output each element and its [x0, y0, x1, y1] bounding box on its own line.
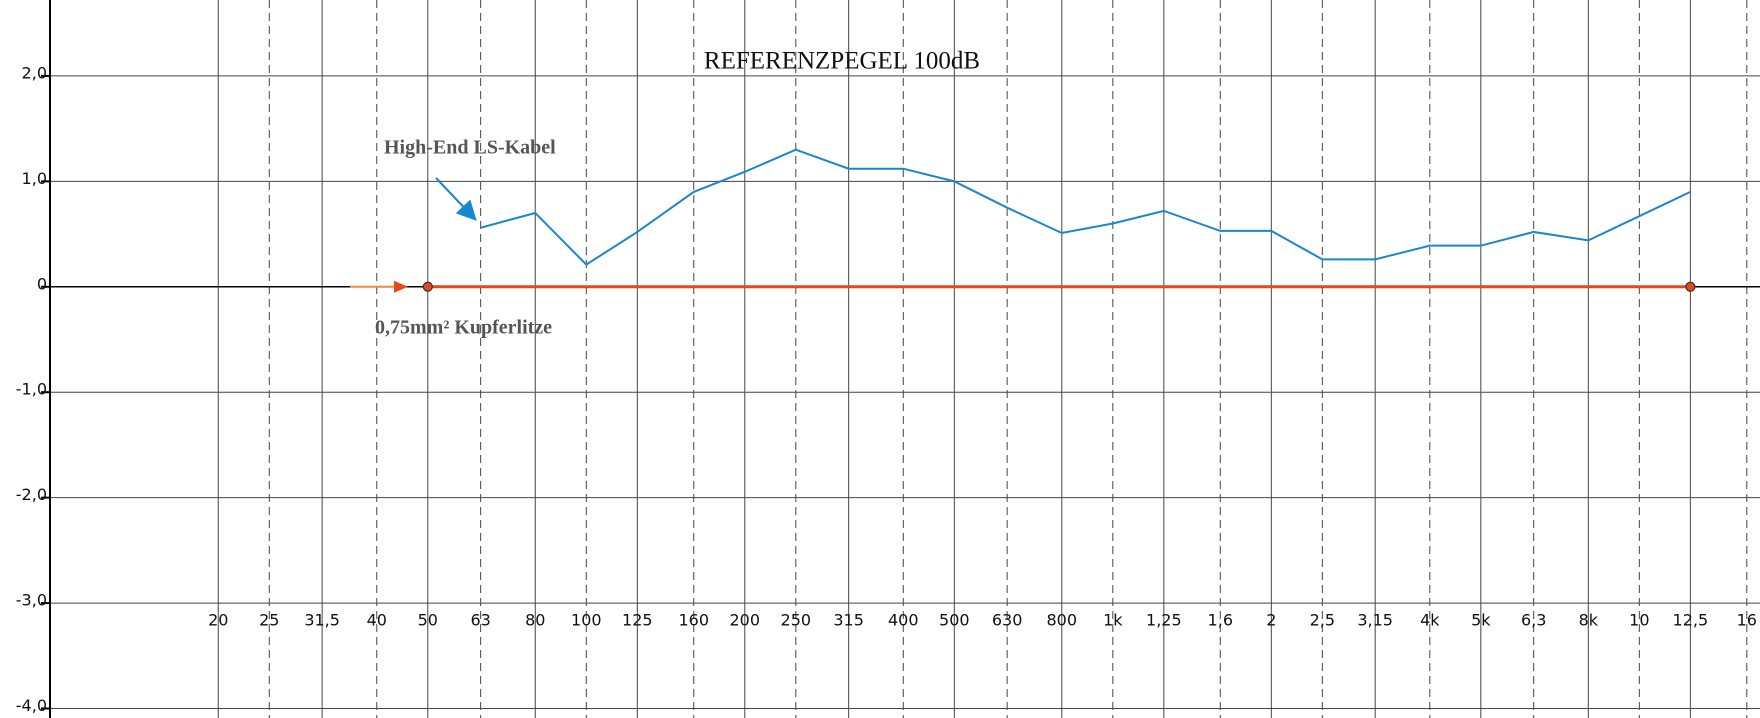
x-tick-label: 125	[622, 611, 653, 630]
x-tick-label: 12,5	[1673, 611, 1709, 630]
y-tick-label: -3,0	[16, 591, 47, 610]
x-tick-label: 500	[939, 611, 970, 630]
x-tick-label: 6,3	[1521, 611, 1546, 630]
x-tick-label: 50	[418, 611, 438, 630]
x-tick-label: 200	[730, 611, 761, 630]
x-tick-label: 100	[571, 611, 602, 630]
y-tick-label: -1,0	[16, 380, 47, 399]
y-tick-label: 0	[37, 274, 47, 293]
x-tick-label: 16	[1737, 611, 1757, 630]
annotation-arrow	[435, 177, 477, 221]
x-tick-label: 40	[367, 611, 387, 630]
x-tick-label: 25	[259, 611, 279, 630]
data-point	[1685, 281, 1696, 292]
x-tick-label: 4k	[1420, 611, 1440, 630]
y-tick-label: -2,0	[16, 485, 47, 504]
x-tick-label: 1,25	[1146, 611, 1182, 630]
x-tick-label: 315	[833, 611, 864, 630]
data-point	[422, 281, 433, 292]
x-tick-label: 10	[1629, 611, 1649, 630]
y-tick-label: 1,0	[22, 169, 47, 188]
x-tick-label: 3,15	[1357, 611, 1393, 630]
x-tick-label: 400	[888, 611, 919, 630]
x-tick-label: 160	[678, 611, 709, 630]
x-tick-label: 5k	[1471, 611, 1491, 630]
x-tick-label: 31,5	[304, 611, 340, 630]
x-tick-label: 2	[1266, 611, 1276, 630]
y-tick-label: -4,0	[16, 696, 47, 715]
data-line	[480, 148, 1691, 266]
x-tick-label: 250	[781, 611, 812, 630]
x-tick-label: 80	[525, 611, 545, 630]
x-tick-label: 20	[208, 611, 228, 630]
x-tick-label: 8k	[1579, 611, 1599, 630]
x-tick-label: 63	[470, 611, 490, 630]
x-tick-label: 2,5	[1310, 611, 1335, 630]
y-tick-label: 2,0	[22, 63, 47, 82]
chart-title: REFERENZPEGEL 100dB	[704, 48, 980, 75]
annotation-arrow-head	[394, 280, 408, 293]
annotation: High-End LS-Kabel	[384, 137, 556, 159]
x-tick-label: 1,6	[1208, 611, 1233, 630]
annotation: 0,75mm² Kupferlitze	[375, 317, 552, 339]
x-tick-label: 1k	[1103, 611, 1123, 630]
x-tick-label: 800	[1047, 611, 1078, 630]
x-tick-label: 630	[992, 611, 1023, 630]
